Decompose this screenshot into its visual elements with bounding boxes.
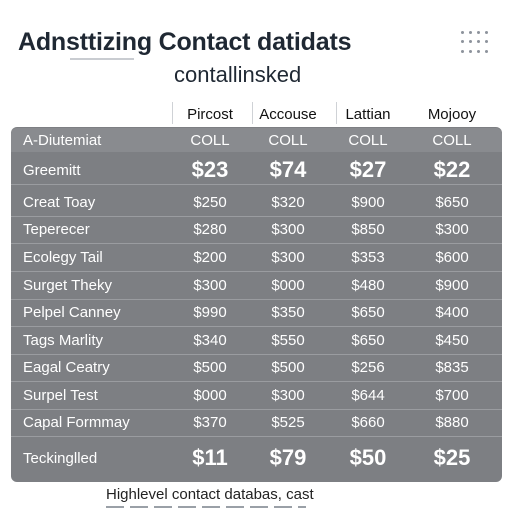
table-cell: $000 <box>271 277 305 294</box>
table-row: Teckinglled $11 $79 $50 $25 <box>11 439 502 477</box>
row-divider <box>11 216 502 217</box>
table-row: Tags Marlity $340 $550 $650 $450 <box>11 327 502 354</box>
row-label: Pelpel Canney <box>23 304 121 321</box>
table-cell: $880 <box>435 414 469 431</box>
row-label: Tags Marlity <box>23 332 104 349</box>
table-cell: COLL <box>348 131 388 149</box>
page-title: Adnsttizing Contact datidats <box>18 28 352 56</box>
table-cell: COLL <box>432 131 472 149</box>
table-cell: $370 <box>193 414 227 431</box>
table-cell: $990 <box>193 304 227 321</box>
table-cell: $256 <box>351 359 385 376</box>
table-cell: $74 <box>269 157 307 182</box>
row-divider <box>11 299 502 300</box>
table-cell: $550 <box>271 332 305 349</box>
table-cell: $650 <box>435 194 469 211</box>
row-divider <box>11 271 502 272</box>
table-cell: $200 <box>193 249 227 266</box>
table-cell: $835 <box>435 359 469 376</box>
table-cell: $300 <box>271 249 305 266</box>
title-underline <box>70 58 134 60</box>
table-cell: $340 <box>193 332 227 349</box>
table-row: Surget Theky $300 $000 $480 $900 <box>11 272 502 299</box>
row-divider <box>11 326 502 327</box>
table-cell: $27 <box>349 157 387 182</box>
table-cell: $650 <box>351 304 385 321</box>
dot-grid-icon <box>458 28 490 56</box>
row-label: Eagal Ceatry <box>23 359 110 376</box>
row-label: Surget Theky <box>23 277 112 294</box>
table-row: Greemitt $23 $74 $27 $22 <box>11 156 502 184</box>
table-row: Pelpel Canney $990 $350 $650 $400 <box>11 299 502 326</box>
column-header: Pircost <box>187 106 233 123</box>
table-cell: $500 <box>193 359 227 376</box>
table-cell: $300 <box>271 221 305 238</box>
table-cell: $900 <box>351 194 385 211</box>
column-separator <box>252 102 253 124</box>
table-cell: $23 <box>191 157 229 182</box>
row-label: Teperecer <box>23 221 90 238</box>
row-divider <box>11 436 502 437</box>
table-row: Creat Toay $250 $320 $900 $650 <box>11 189 502 216</box>
column-separator <box>172 102 173 124</box>
row-divider <box>11 184 502 185</box>
table-cell: $250 <box>193 194 227 211</box>
column-header: Accouse <box>259 106 317 123</box>
row-divider <box>11 409 502 410</box>
table-cell: $650 <box>351 332 385 349</box>
table-cell: $25 <box>433 445 471 470</box>
table-cell: $660 <box>351 414 385 431</box>
table-row: Teperecer $280 $300 $850 $300 <box>11 216 502 243</box>
table-cell: $300 <box>193 277 227 294</box>
row-label: Creat Toay <box>23 194 96 211</box>
footer-caption: Highlevel contact databas, cast <box>106 486 314 503</box>
column-header: Lattian <box>345 106 391 123</box>
table-cell: $280 <box>193 221 227 238</box>
table-cell: $450 <box>435 332 469 349</box>
row-divider <box>11 243 502 244</box>
table-cell: $22 <box>433 157 471 182</box>
table-cell: $525 <box>271 414 305 431</box>
table-cell: $400 <box>435 304 469 321</box>
table-cell: COLL <box>190 131 230 149</box>
row-label: Ecolegy Tail <box>23 249 103 266</box>
table-cell: $50 <box>349 445 387 470</box>
row-label: Capal Formmay <box>23 414 130 431</box>
table-cell: $850 <box>351 221 385 238</box>
table-cell: $644 <box>351 387 385 404</box>
row-divider <box>11 381 502 382</box>
row-label: Teckinglled <box>23 449 98 467</box>
table-cell: $700 <box>435 387 469 404</box>
table-row: Ecolegy Tail $200 $300 $353 $600 <box>11 244 502 271</box>
table-cell: $79 <box>269 445 307 470</box>
data-table <box>11 127 502 482</box>
table-cell: $320 <box>271 194 305 211</box>
table-header-row: A-Diutemiat COLL COLL COLL COLL <box>11 128 502 152</box>
row-divider <box>11 354 502 355</box>
footer-underline <box>106 506 306 508</box>
table-row: Eagal Ceatry $500 $500 $256 $835 <box>11 354 502 381</box>
table-cell: $500 <box>271 359 305 376</box>
table-cell: $353 <box>351 249 385 266</box>
page-subtitle: contallinsked <box>174 62 302 87</box>
table-cell: $350 <box>271 304 305 321</box>
table-cell: $300 <box>271 387 305 404</box>
column-header: Mojooy <box>427 106 477 123</box>
table-cell: COLL <box>268 131 308 149</box>
table-row: Surpel Test $000 $300 $644 $700 <box>11 382 502 409</box>
row-label: Greemitt <box>23 161 81 179</box>
table-cell: $000 <box>193 387 227 404</box>
row-label: Surpel Test <box>23 387 98 404</box>
row-label: A-Diutemiat <box>23 131 102 149</box>
table-cell: $900 <box>435 277 469 294</box>
table-cell: $300 <box>435 221 469 238</box>
column-separator <box>336 102 337 124</box>
table-row: Capal Formmay $370 $525 $660 $880 <box>11 409 502 436</box>
table-cell: $11 <box>192 445 228 470</box>
table-cell: $600 <box>435 249 469 266</box>
table-cell: $480 <box>351 277 385 294</box>
